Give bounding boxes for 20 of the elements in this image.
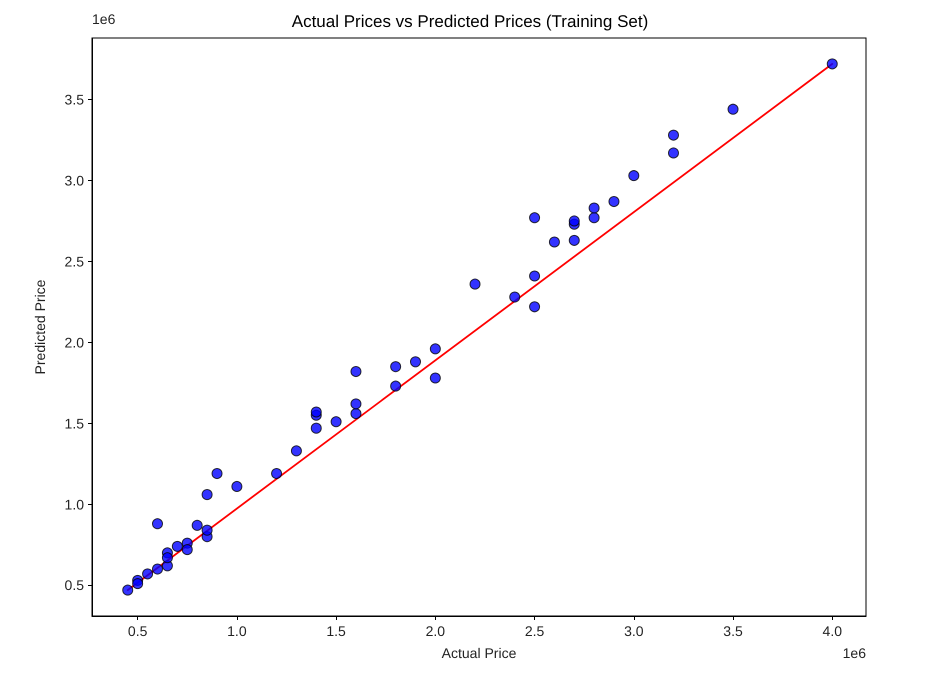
x-tick-label: 2.0 bbox=[426, 623, 446, 639]
x-tick-label: 4.0 bbox=[822, 623, 842, 639]
x-tick-label: 1.0 bbox=[227, 623, 247, 639]
y-tick-label: 1.0 bbox=[64, 496, 84, 512]
y-tick-label: 2.5 bbox=[64, 253, 84, 270]
y-tick-label: 3.5 bbox=[64, 92, 84, 108]
x-axis-title: Actual Price bbox=[442, 645, 517, 661]
y-tick-label: 2.0 bbox=[64, 334, 84, 350]
chart-title: Actual Prices vs Predicted Prices (Training Set) bbox=[292, 12, 648, 31]
y-tick-label: 3.0 bbox=[64, 172, 84, 188]
x-tick-label: 3.5 bbox=[723, 623, 743, 639]
x-tick-label: 1.5 bbox=[326, 623, 346, 639]
text: 1e6 bbox=[842, 645, 866, 661]
y-tick-label: 0.5 bbox=[64, 577, 84, 594]
y-tick-label: 1.5 bbox=[64, 415, 84, 432]
x-tick-label: 2.5 bbox=[524, 623, 545, 639]
y-axis-title: Predicted Price bbox=[32, 279, 48, 374]
x-tick-label: 3.0 bbox=[624, 623, 644, 639]
x-tick-label: 0.5 bbox=[128, 623, 148, 639]
text: 1e6 bbox=[92, 11, 116, 27]
